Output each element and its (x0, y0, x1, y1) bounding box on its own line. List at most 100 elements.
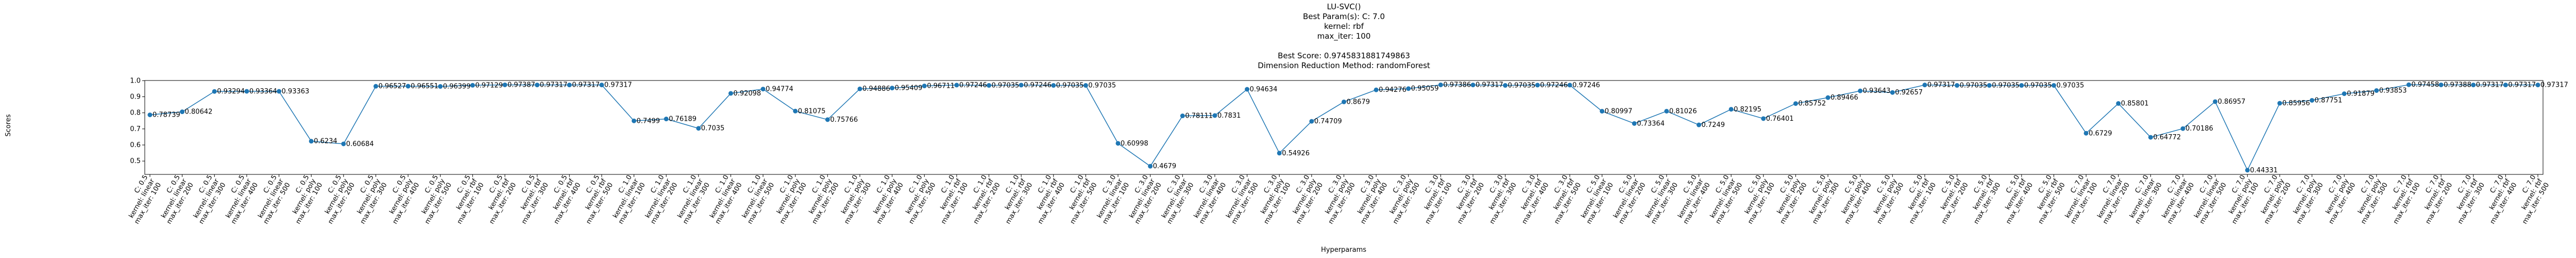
data-label: 0.97035 (1508, 82, 1536, 90)
data-label: 0.97035 (992, 82, 1020, 90)
data-label: 0.80997 (1605, 108, 1633, 116)
data-label: 0.93643 (1863, 87, 1891, 95)
data-label: 0.70186 (2185, 125, 2213, 133)
data-point (180, 109, 185, 115)
data-label: 0.94634 (1250, 86, 1278, 93)
x-tick-label: C: 1.0kernel: linearmax_iter: 100 (604, 173, 647, 225)
data-label: 0.97035 (1056, 82, 1084, 90)
x-tick-label: C: 7.0kernel: polymax_iter: 400 (2314, 173, 2358, 225)
data-label: 0.96711 (927, 83, 955, 90)
data-point (2503, 83, 2508, 88)
data-label: 0.91879 (2347, 90, 2375, 98)
x-tick-label: C: 0.5kernel: polymax_iter: 500 (410, 173, 453, 225)
data-point (1664, 108, 1669, 114)
data-point (1309, 119, 1314, 124)
data-point (1245, 87, 1250, 92)
data-label: 0.81026 (1669, 107, 1697, 115)
data-point (2438, 82, 2444, 87)
data-label: 0.97388 (2444, 81, 2471, 89)
chart-subtitle: Best Score: 0.9745831881749863 (1278, 51, 1410, 60)
data-point (244, 89, 249, 94)
data-point (2310, 98, 2315, 103)
x-tick-label: C: 1.0kernel: linearmax_iter: 300 (668, 173, 711, 225)
x-tick-label: C: 0.5kernel: linearmax_iter: 400 (216, 173, 260, 225)
data-point (632, 118, 637, 123)
data-label: 0.7499 (637, 117, 660, 125)
x-tick-label: C: 0.5kernel: linearmax_iter: 200 (152, 173, 195, 225)
chart-title: kernel: rbf (1324, 22, 1364, 31)
x-tick-label: C: 5.0kernel: linearmax_iter: 100 (1572, 173, 1615, 225)
y-tick-label: 0.5 (130, 157, 141, 165)
x-tick-label: C: 1.0kernel: linearmax_iter: 200 (636, 173, 680, 225)
data-label: 0.85956 (2282, 100, 2310, 107)
data-point (470, 83, 475, 88)
data-point (277, 89, 282, 94)
x-tick-label: C: 7.0kernel: rbfmax_iter: 200 (2411, 173, 2454, 225)
data-point (2406, 82, 2411, 87)
data-point (664, 117, 669, 122)
data-point (1180, 114, 1185, 119)
data-label: 0.81075 (798, 107, 826, 115)
x-tick-label: C: 5.0kernel: linearmax_iter: 500 (1701, 173, 1744, 225)
x-tick-label: C: 3.0kernel: polymax_iter: 500 (1378, 173, 1421, 225)
x-tick-label: C: 3.0kernel: rbfmax_iter: 400 (1507, 173, 1551, 225)
data-label: 0.7831 (1217, 112, 1241, 120)
data-point (696, 126, 701, 131)
y-axis-label: Scores (5, 114, 12, 136)
x-tick-label: C: 1.0kernel: rbfmax_iter: 400 (1023, 173, 1066, 225)
data-label: 0.96551 (411, 83, 438, 90)
data-point (1342, 99, 1346, 104)
x-tick-label: C: 3.0kernel: linearmax_iter: 200 (1120, 173, 1163, 225)
data-label: 0.97317 (604, 82, 632, 89)
axes-frame (144, 80, 2544, 175)
data-point (2245, 168, 2250, 173)
data-label: 0.94774 (766, 86, 793, 93)
chart-title: Best Param(s): C: 7.0 (1303, 12, 1385, 21)
x-tick-label: C: 3.0kernel: linearmax_iter: 100 (1088, 173, 1131, 225)
data-label: 0.96399 (443, 83, 471, 91)
data-point (1696, 122, 1701, 127)
data-label: 0.74709 (1314, 118, 1342, 125)
data-label: 0.97317 (2476, 82, 2504, 89)
data-point (2213, 99, 2218, 104)
y-tick-label: 0.6 (130, 141, 141, 149)
data-label: 0.82195 (1734, 106, 1761, 114)
data-point (954, 83, 959, 88)
data-label: 0.97458 (2411, 81, 2439, 89)
data-label: 0.93853 (2379, 87, 2407, 94)
x-tick-label: C: 5.0kernel: linearmax_iter: 400 (1669, 173, 1712, 225)
data-label: 0.94886 (862, 85, 890, 93)
data-point (987, 83, 992, 88)
data-label: 0.92098 (733, 90, 761, 98)
data-point (2277, 101, 2282, 106)
data-label: 0.80642 (185, 108, 213, 116)
data-point (857, 86, 862, 91)
x-tick-label: C: 0.5kernel: linearmax_iter: 500 (249, 173, 292, 225)
x-tick-label: C: 3.0kernel: rbfmax_iter: 200 (1443, 173, 1486, 225)
data-label: 0.78739 (152, 111, 180, 119)
x-tick-label: C: 0.5kernel: polymax_iter: 100 (281, 173, 325, 225)
x-tick-label: C: 7.0kernel: polymax_iter: 300 (2282, 173, 2325, 225)
x-tick-label: C: 5.0kernel: rbfmax_iter: 400 (1991, 173, 2035, 225)
x-axis-label: Hyperparams (1321, 246, 1366, 254)
data-point (1600, 109, 1605, 114)
x-tick-label: C: 5.0kernel: polymax_iter: 100 (1733, 173, 1776, 225)
data-point (1535, 83, 1540, 88)
data-label: 0.97317 (2508, 82, 2536, 89)
x-tick-label: C: 7.0kernel: polymax_iter: 200 (2249, 173, 2293, 225)
data-label: 0.93363 (282, 88, 310, 95)
data-label: 0.97317 (1927, 82, 1955, 89)
data-point (890, 86, 895, 91)
data-point (1374, 87, 1379, 92)
data-point (1890, 90, 1895, 95)
x-tick-label: C: 3.0kernel: polymax_iter: 100 (1249, 173, 1293, 225)
data-label: 0.86957 (2218, 98, 2246, 106)
data-point (373, 84, 378, 89)
data-point (1148, 164, 1153, 169)
x-tick-label: C: 0.5kernel: rbfmax_iter: 300 (507, 173, 550, 225)
data-label: 0.92657 (1895, 89, 1923, 96)
data-label: 0.85801 (2121, 100, 2149, 108)
x-tick-label: C: 1.0kernel: polymax_iter: 200 (798, 173, 841, 225)
data-point (793, 108, 798, 114)
